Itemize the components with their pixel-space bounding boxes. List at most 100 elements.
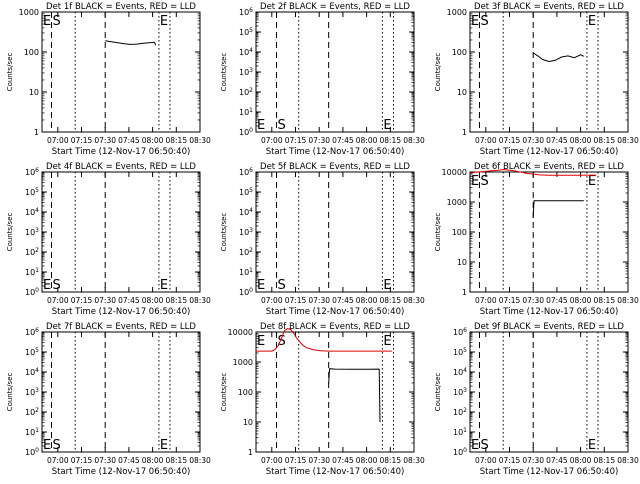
panel-1-xtick-label: 08:00 [142, 136, 164, 145]
panel-1-ylabel: Counts/sec [6, 53, 14, 92]
panel-7-marker-label: S [52, 438, 60, 453]
panel-3-ytick-label: 1 [462, 128, 467, 137]
panel-3-ytick-label: 1000 [447, 8, 467, 17]
panel-2-ytick-label: 105 [239, 27, 253, 37]
panel-1-xtick-label: 07:15 [71, 136, 93, 145]
panel-2-xtick-label: 08:30 [403, 136, 425, 145]
panel-3-marker-label: E [471, 14, 479, 29]
panel-9-xlabel: Start Time (12-Nov-17 06:50:40) [480, 467, 619, 477]
panel-1-ytick-label: 1 [34, 128, 39, 137]
panel-1-marker-label: E [43, 14, 51, 29]
panel-3-series-black-line [532, 52, 585, 63]
panel-5-ytick-label: 103 [239, 227, 253, 237]
panel-4-xtick-label: 07:15 [71, 296, 93, 305]
panel-6-ytick-label: 10 [457, 258, 467, 267]
panel-9-ytick-label: 106 [453, 327, 467, 337]
panel-1-marker-label: S [52, 14, 60, 29]
panel-8-marker-label: S [278, 334, 286, 349]
panel-5-marker-label: E [257, 278, 265, 293]
panel-3-frame [469, 11, 629, 133]
panel-2-ytick-label: 102 [239, 87, 253, 97]
panel-1-ytick-label: 100 [24, 48, 39, 57]
panel-1-series-black-line [105, 40, 157, 46]
panel-7-ytick-label: 100 [25, 447, 39, 457]
panel-5-marker-label: E [383, 278, 391, 293]
panel-6-ytick-label: 1000 [447, 198, 467, 207]
panel-4-marker-label: S [52, 278, 60, 293]
panel-7-ytick-label: 104 [25, 367, 39, 377]
panel-6-ytick-label: 100 [452, 228, 467, 237]
panel-8-series-black-line [328, 368, 381, 423]
panel-5-frame [255, 171, 415, 293]
panel-4-title: Det 4f BLACK = Events, RED = LLD [46, 162, 196, 172]
panel-8-xtick-label: 08:00 [356, 456, 378, 465]
panel-3-xlabel: Start Time (12-Nov-17 06:50:40) [480, 147, 619, 157]
panel-1-xtick-label: 07:45 [118, 136, 140, 145]
panel-5-ytick-label: 106 [239, 167, 253, 177]
panel-2-ylabel: Counts/sec [220, 53, 228, 92]
panel-5-ytick-label: 105 [239, 187, 253, 197]
panel-7-xtick-label: 08:00 [142, 456, 164, 465]
panel-8-marker-label: E [257, 334, 265, 349]
panel-4-xtick-label: 08:30 [189, 296, 211, 305]
panel-8-xtick-label: 07:00 [261, 456, 283, 465]
panel-3-xtick-label: 07:15 [499, 136, 521, 145]
panel-5-xtick-label: 07:45 [332, 296, 354, 305]
panel-7-title: Det 7f BLACK = Events, RED = LLD [46, 322, 196, 332]
panel-9-marker-label: E [588, 438, 596, 453]
panel-9-marker-label: E [471, 438, 479, 453]
panel-8-series-red-line [256, 328, 392, 352]
panel-3-xtick-label: 08:15 [593, 136, 615, 145]
panel-2-ytick-label: 101 [239, 107, 253, 117]
panel-9-ytick-label: 105 [453, 347, 467, 357]
panel-2-marker-label: S [278, 118, 286, 133]
panel-6-title: Det 6f BLACK = Events, RED = LLD [474, 162, 624, 172]
panel-6-xlabel: Start Time (12-Nov-17 06:50:40) [480, 307, 619, 317]
panel-8-ytick-label: 100 [238, 388, 253, 397]
panel-6-ytick-label: 10000 [442, 168, 467, 177]
panel-7-marker-label: E [43, 438, 51, 453]
panel-9-xtick-label: 07:30 [522, 456, 544, 465]
panel-8-marker-label: E [383, 334, 391, 349]
panel-2-xlabel: Start Time (12-Nov-17 06:50:40) [266, 147, 405, 157]
panel-9-xtick-label: 07:00 [475, 456, 497, 465]
panel-6-xtick-label: 07:45 [546, 296, 568, 305]
panel-2-xtick-label: 07:45 [332, 136, 354, 145]
panel-4-frame [41, 171, 201, 293]
panel-1-xlabel: Start Time (12-Nov-17 06:50:40) [52, 147, 191, 157]
panel-4-xlabel: Start Time (12-Nov-17 06:50:40) [52, 307, 191, 317]
panel-3-xtick-label: 08:30 [617, 136, 639, 145]
panel-6-series-red-line [469, 169, 597, 176]
panel-4-ytick-label: 100 [25, 287, 39, 297]
panel-9-ytick-label: 103 [453, 387, 467, 397]
panel-5-ytick-label: 104 [239, 207, 253, 217]
panel-4-xtick-label: 07:00 [47, 296, 69, 305]
panel-6-marker-label: E [471, 174, 479, 189]
panel-5-xtick-label: 07:30 [308, 296, 330, 305]
panel-3-xtick-label: 07:30 [522, 136, 544, 145]
panel-2-ytick-label: 106 [239, 7, 253, 17]
panel-6-marker-label: E [588, 174, 596, 189]
panel-7-xtick-label: 07:30 [94, 456, 116, 465]
panel-2-ytick-label: 104 [239, 47, 253, 57]
panel-6-xtick-label: 07:30 [522, 296, 544, 305]
panel-2-marker-label: E [257, 118, 265, 133]
panel-7-ytick-label: 106 [25, 327, 39, 337]
panel-8-xtick-label: 07:30 [308, 456, 330, 465]
panel-9-xtick-label: 07:45 [546, 456, 568, 465]
panel-5-ytick-label: 102 [239, 247, 253, 257]
panel-5-ytick-label: 100 [239, 287, 253, 297]
panel-5-xtick-label: 07:15 [285, 296, 307, 305]
panel-1-ytick-label: 1000 [19, 8, 39, 17]
panel-7-marker-label: E [160, 438, 168, 453]
panel-3-marker-label: S [480, 14, 488, 29]
panel-8-ylabel: Counts/sec [220, 373, 228, 412]
panel-6-xtick-label: 07:00 [475, 296, 497, 305]
panel-4-xtick-label: 08:00 [142, 296, 164, 305]
panel-7-ytick-label: 103 [25, 387, 39, 397]
panel-3-xtick-label: 07:00 [475, 136, 497, 145]
panel-6-ylabel: Counts/sec [434, 213, 442, 252]
panel-4-ytick-label: 106 [25, 167, 39, 177]
panel-2-xtick-label: 08:00 [356, 136, 378, 145]
panel-5-xtick-label: 08:00 [356, 296, 378, 305]
